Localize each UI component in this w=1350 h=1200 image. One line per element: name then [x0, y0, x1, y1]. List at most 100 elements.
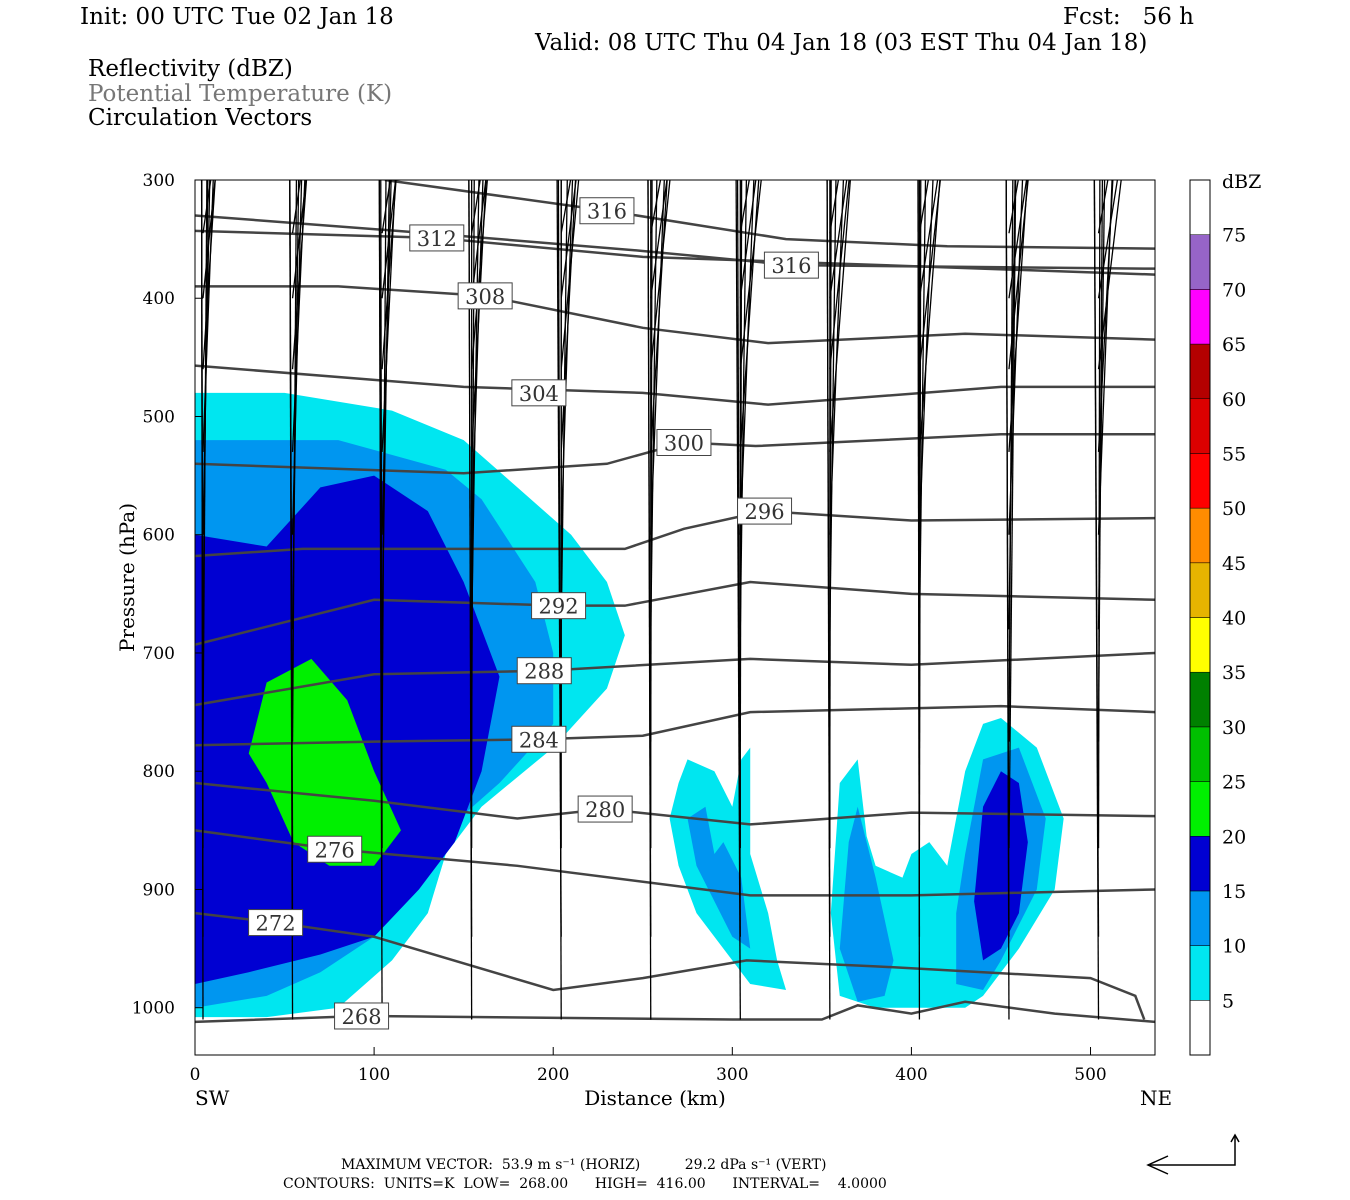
circulation-vector — [829, 180, 845, 535]
contour-label-box — [737, 497, 793, 525]
y-axis-label: Pressure (hPa) — [115, 503, 139, 652]
contour-label-288: 288 — [524, 660, 564, 684]
circulation-vector — [650, 180, 671, 370]
y-tick-label: 600 — [143, 526, 175, 546]
theta-contour-304 — [195, 364, 1155, 406]
circulation-vector — [650, 180, 662, 234]
circulation-vector — [739, 180, 762, 370]
circulation-vector — [471, 180, 480, 630]
colorbar-label: 20 — [1222, 826, 1246, 848]
y-tick-label: 1000 — [132, 999, 175, 1019]
circulation-vector — [557, 180, 562, 1020]
contour-label-box — [511, 379, 567, 407]
colorbar-segment — [1189, 289, 1211, 345]
circulation-vector — [829, 180, 837, 630]
circulation-vector — [289, 180, 294, 1020]
reflectivity-10-region — [839, 806, 894, 1002]
circulation-vector — [650, 180, 665, 535]
circulation-vector — [1008, 180, 1028, 299]
y-tick-label: 900 — [143, 880, 175, 900]
circulation-vector — [918, 180, 939, 299]
circulation-vector — [560, 180, 580, 370]
colorbar-segment — [1189, 343, 1211, 399]
colorbar-label: 70 — [1222, 279, 1246, 301]
theta-contour-308 — [195, 285, 1155, 345]
colorbar-segment — [1189, 234, 1211, 290]
colorbar-segment — [1189, 398, 1211, 454]
circulation-vector — [560, 180, 572, 234]
x-tick-label: 200 — [537, 1065, 569, 1085]
circulation-vector — [381, 180, 387, 742]
reference-vector-horiz-arrowhead — [1146, 1155, 1169, 1175]
x-tick-label: 100 — [358, 1065, 390, 1085]
circulation-vector — [202, 180, 212, 234]
circulation-vector — [560, 180, 568, 630]
colorbar-label: 50 — [1222, 498, 1246, 520]
y-tick-label: 400 — [143, 289, 175, 309]
theta-contour-296 — [195, 509, 1155, 558]
y-tick-label: 500 — [143, 407, 175, 427]
colorbar-label: 65 — [1222, 334, 1246, 356]
contour-label-280: 280 — [585, 798, 625, 822]
colorbar-segment — [1189, 836, 1211, 892]
circulation-vector — [381, 180, 391, 234]
circulation-vector — [829, 180, 848, 299]
circulation-vector — [1008, 180, 1017, 849]
colorbar-title: dBZ — [1222, 171, 1261, 193]
circulation-vector — [200, 180, 204, 1020]
contour-label-316: 316 — [587, 200, 627, 224]
x-tick-label: 400 — [895, 1065, 927, 1085]
colorbar-label: 75 — [1222, 225, 1246, 247]
colorbar-segment — [1189, 617, 1211, 673]
contour-label-292: 292 — [539, 595, 579, 619]
colorbar-label: 35 — [1222, 662, 1246, 684]
circulation-vector — [917, 180, 921, 1020]
contour-label-300: 300 — [664, 432, 704, 456]
contour-label-box — [334, 1002, 390, 1030]
colorbar-segment — [1189, 781, 1211, 837]
plot-area — [195, 180, 1155, 1030]
circulation-vector — [650, 180, 668, 452]
circulation-vector — [291, 180, 298, 742]
colorbar-segment — [1189, 726, 1211, 782]
contour-label-316: 316 — [771, 254, 811, 278]
circulation-vector — [1093, 180, 1100, 1020]
circulation-vector — [1097, 180, 1113, 535]
contour-label-box — [511, 725, 567, 753]
circulation-vector — [1097, 180, 1119, 299]
y-tick-label: 700 — [143, 644, 175, 664]
circulation-vector — [650, 180, 658, 630]
theta-contour-288 — [195, 651, 1155, 707]
circulation-vector — [378, 180, 383, 1020]
circulation-vector — [1005, 180, 1010, 1020]
circulation-vector — [739, 180, 757, 299]
colorbar-label: 10 — [1222, 936, 1246, 958]
contour-label-box — [656, 429, 712, 456]
colorbar-segment — [1189, 890, 1211, 946]
contour-label-268: 268 — [342, 1005, 382, 1029]
x-tick-label: 300 — [716, 1065, 748, 1085]
theta-contour-272 — [195, 911, 1146, 1020]
contour-label-284: 284 — [519, 728, 559, 752]
legend-reflectivity: Reflectivity (dBZ) — [88, 56, 293, 82]
contour-label-box — [577, 795, 633, 823]
circulation-vector — [739, 180, 755, 535]
circulation-vector — [918, 180, 927, 630]
plot-frame — [194, 179, 1156, 1056]
colorbar-segment — [1189, 507, 1211, 564]
contour-label-296: 296 — [745, 500, 785, 524]
reflectivity-15-region — [974, 771, 1028, 961]
circulation-vector — [826, 180, 831, 1020]
y-tick-label: 300 — [143, 171, 175, 191]
circulation-vector — [202, 180, 208, 742]
colorbar-segment — [1189, 1000, 1211, 1056]
forecast-hour: Fcst: 56 h — [1063, 4, 1194, 30]
x-tick-label: 0 — [190, 1065, 201, 1085]
circulation-vector — [829, 180, 850, 370]
contour-info: CONTOURS: UNITS=K LOW= 268.00 HIGH= 416.… — [283, 1176, 887, 1192]
colorbar-label: 25 — [1222, 772, 1246, 794]
theta-contour-268 — [195, 1000, 1155, 1024]
circulation-vector — [291, 180, 301, 234]
colorbar-frame — [1189, 179, 1211, 1056]
